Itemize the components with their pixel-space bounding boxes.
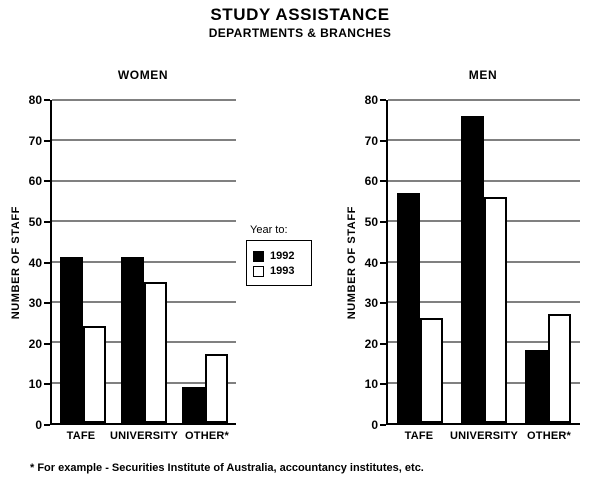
y-axis-title: NUMBER OF STAFF xyxy=(10,205,22,320)
plot-column: TAFE UNIVERSITY OTHER* xyxy=(386,99,580,445)
page-subtitle: DEPARTMENTS & BRANCHES xyxy=(208,26,392,40)
y-tick-label: 70 xyxy=(28,133,51,148)
y-tick-label: 0 xyxy=(371,418,386,432)
x-category-label: OTHER* xyxy=(185,430,229,442)
legend-swatch xyxy=(253,250,264,262)
y-tick-label: 50 xyxy=(364,214,387,229)
figure-header: STUDY ASSISTANCE DEPARTMENTS & BRANCHES xyxy=(0,0,600,40)
y-tick-label: 10 xyxy=(28,377,51,392)
y-tick-label: 20 xyxy=(28,336,51,351)
y-tick-label: 70 xyxy=(364,133,387,148)
bar-1992 xyxy=(182,386,206,423)
legend-label: 1992 xyxy=(270,250,295,262)
bar-groups xyxy=(388,100,580,423)
gridline xyxy=(52,99,236,101)
chart-women: WOMEN NUMBER OF STAFF 0 10 20 30 40 50 60 70 80 … xyxy=(8,60,236,445)
bar-1992 xyxy=(397,192,420,423)
y-tick-label: 60 xyxy=(28,174,51,189)
gridline xyxy=(388,99,580,101)
bar-group-tafe xyxy=(52,100,113,423)
y-tick-label: 60 xyxy=(364,174,387,189)
plot-column: TAFE UNIVERSITY OTHER* xyxy=(50,99,236,445)
bar-1992 xyxy=(461,116,484,423)
chart-legend: Year to: 1992 1993 xyxy=(246,224,342,286)
x-axis-labels: TAFE UNIVERSITY OTHER* xyxy=(388,425,580,445)
charts-row: WOMEN NUMBER OF STAFF 0 10 20 30 40 50 60 70 80 … xyxy=(0,60,600,452)
bar-1993 xyxy=(143,281,167,423)
bar-group-university xyxy=(452,100,516,423)
bar-groups xyxy=(52,100,236,423)
chart-men: MEN NUMBER OF STAFF 0 10 20 30 40 50 60 70 80 TA… xyxy=(344,60,580,445)
y-axis-title-column: NUMBER OF STAFF xyxy=(344,100,360,425)
legend-heading: Year to: xyxy=(250,224,288,236)
legend-swatch xyxy=(253,265,264,277)
y-axis-ticks: 0 10 20 30 40 50 60 70 80 xyxy=(24,94,51,431)
y-tick-label: 80 xyxy=(28,93,51,107)
bar-1993 xyxy=(548,314,571,423)
gridline xyxy=(52,180,236,182)
x-category-label: OTHER* xyxy=(527,430,571,442)
legend-item-1992: 1992 xyxy=(253,250,305,262)
gridline xyxy=(52,139,236,141)
chart-title: WOMEN xyxy=(117,68,169,82)
y-tick-label: 10 xyxy=(364,377,387,392)
x-category-label: UNIVERSITY xyxy=(110,430,179,442)
plot-area xyxy=(386,99,580,425)
y-tick-label: 50 xyxy=(28,214,51,229)
y-tick-label: 30 xyxy=(28,296,51,311)
bar-1993 xyxy=(205,354,229,423)
page-title: STUDY ASSISTANCE xyxy=(210,5,390,24)
footnote: * For example - Securities Institute of … xyxy=(30,462,424,474)
bar-1993 xyxy=(82,326,106,423)
chart-body: NUMBER OF STAFF 0 10 20 30 40 50 60 70 80 TAFE UN… xyxy=(344,94,580,445)
chart-body: NUMBER OF STAFF 0 10 20 30 40 50 60 70 80 TAFE UN… xyxy=(8,94,236,445)
bar-1992 xyxy=(59,257,83,423)
y-axis-ticks: 0 10 20 30 40 50 60 70 80 xyxy=(360,94,387,431)
gridline xyxy=(52,220,236,222)
bar-group-other xyxy=(175,100,236,423)
y-axis-title: NUMBER OF STAFF xyxy=(346,205,358,320)
gridline xyxy=(388,139,580,141)
bar-1993 xyxy=(484,196,507,423)
y-tick-label: 80 xyxy=(364,93,387,107)
gridline xyxy=(388,180,580,182)
chart-title: MEN xyxy=(468,68,498,82)
legend-item-1993: 1993 xyxy=(253,265,305,277)
y-tick-label: 20 xyxy=(364,336,387,351)
bar-1993 xyxy=(420,318,443,423)
bar-group-other xyxy=(516,100,580,423)
bar-1992 xyxy=(120,257,144,423)
legend-box: 1992 1993 xyxy=(246,240,312,286)
x-category-label: TAFE xyxy=(66,430,96,442)
y-tick-label: 40 xyxy=(28,255,51,270)
x-axis-labels: TAFE UNIVERSITY OTHER* xyxy=(52,425,236,445)
bar-group-tafe xyxy=(388,100,452,423)
x-category-label: UNIVERSITY xyxy=(450,430,519,442)
y-tick-label: 0 xyxy=(35,418,50,432)
plot-area xyxy=(50,99,236,425)
legend-label: 1993 xyxy=(270,265,295,277)
bar-1992 xyxy=(525,350,548,423)
y-tick-label: 40 xyxy=(364,255,387,270)
y-tick-label: 30 xyxy=(364,296,387,311)
y-axis-title-column: NUMBER OF STAFF xyxy=(8,100,24,425)
bar-group-university xyxy=(113,100,174,423)
x-category-label: TAFE xyxy=(404,430,434,442)
gridline xyxy=(52,261,236,262)
